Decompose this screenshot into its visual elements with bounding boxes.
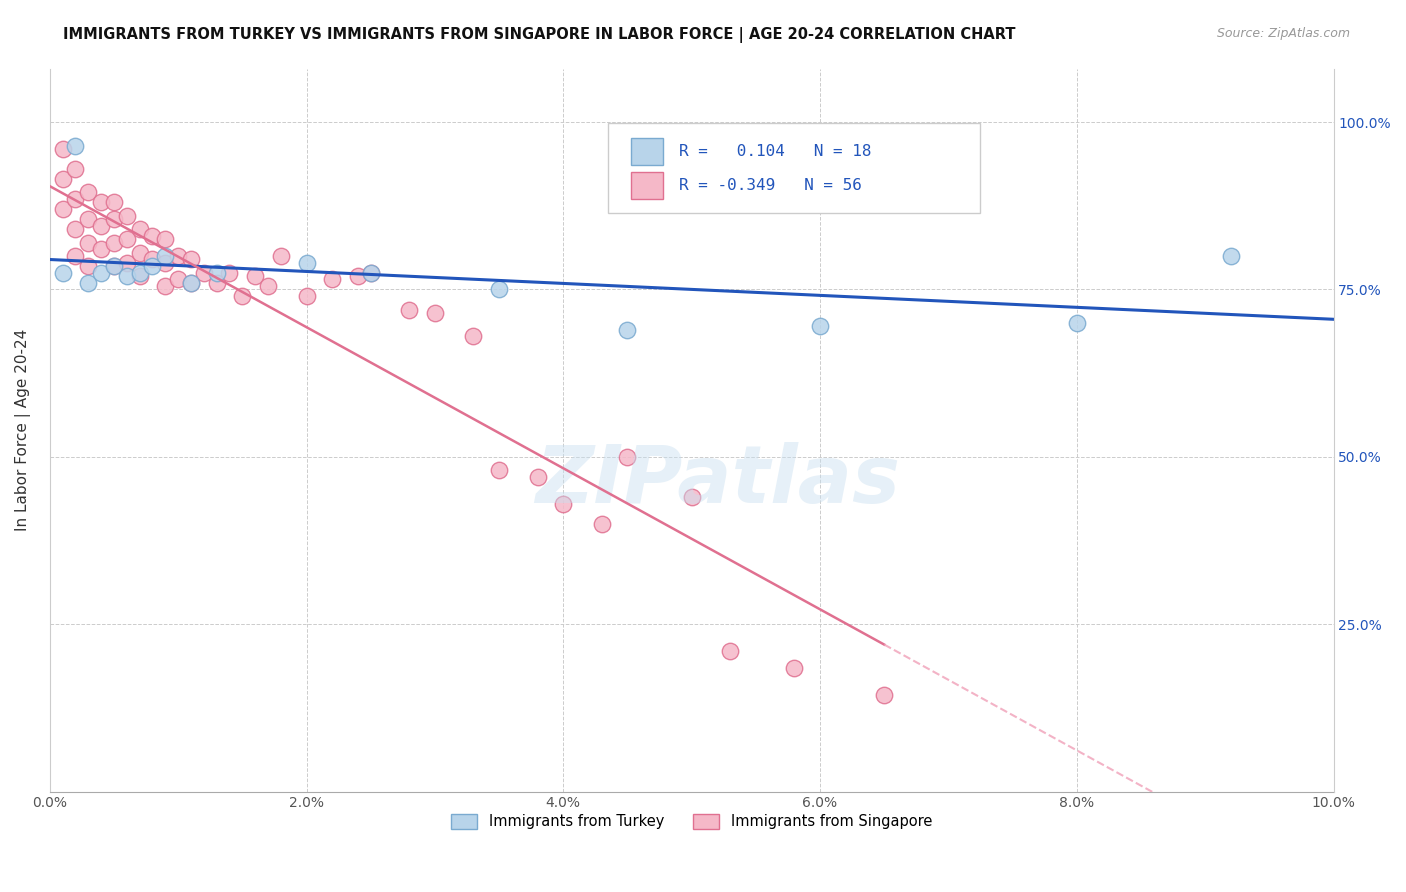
- Point: [103, 195, 125, 210]
- Text: R = -0.349   N = 56: R = -0.349 N = 56: [679, 178, 862, 194]
- Point: [141, 252, 163, 267]
- Point: [103, 235, 125, 250]
- Point: [783, 661, 806, 675]
- Point: [270, 249, 292, 263]
- Point: [360, 266, 382, 280]
- Point: [128, 245, 150, 260]
- Point: [52, 142, 75, 156]
- Point: [1219, 249, 1241, 263]
- Point: [65, 249, 87, 263]
- Point: [616, 323, 638, 337]
- Point: [423, 306, 446, 320]
- Text: Source: ZipAtlas.com: Source: ZipAtlas.com: [1216, 27, 1350, 40]
- Point: [591, 516, 613, 531]
- Point: [347, 269, 370, 284]
- Point: [141, 259, 163, 273]
- Point: [115, 269, 138, 284]
- Point: [257, 279, 280, 293]
- Point: [77, 276, 100, 290]
- Bar: [631, 138, 664, 165]
- Point: [155, 249, 177, 263]
- Point: [65, 192, 87, 206]
- Point: [128, 266, 150, 280]
- Point: [526, 470, 548, 484]
- Point: [218, 266, 240, 280]
- Point: [115, 209, 138, 223]
- Point: [205, 266, 228, 280]
- Bar: [631, 172, 664, 200]
- Point: [321, 272, 343, 286]
- Point: [115, 255, 138, 269]
- Point: [77, 259, 100, 273]
- Point: [398, 302, 420, 317]
- Point: [295, 255, 318, 269]
- Point: [90, 242, 112, 256]
- Point: [295, 289, 318, 303]
- Point: [65, 222, 87, 236]
- Point: [553, 497, 575, 511]
- Point: [488, 283, 510, 297]
- Point: [141, 228, 163, 243]
- Point: [103, 212, 125, 227]
- Point: [65, 161, 87, 176]
- Point: [243, 269, 266, 284]
- Point: [681, 490, 703, 504]
- Point: [52, 266, 75, 280]
- Point: [103, 259, 125, 273]
- Point: [155, 255, 177, 269]
- Point: [90, 266, 112, 280]
- Point: [167, 272, 190, 286]
- Point: [77, 186, 100, 200]
- Point: [52, 172, 75, 186]
- Legend: Immigrants from Turkey, Immigrants from Singapore: Immigrants from Turkey, Immigrants from …: [444, 808, 938, 835]
- FancyBboxPatch shape: [609, 123, 980, 213]
- Point: [616, 450, 638, 464]
- Text: R =   0.104   N = 18: R = 0.104 N = 18: [679, 145, 872, 159]
- Point: [360, 266, 382, 280]
- Point: [193, 266, 215, 280]
- Point: [77, 235, 100, 250]
- Point: [205, 276, 228, 290]
- Point: [180, 276, 202, 290]
- Point: [180, 252, 202, 267]
- Point: [52, 202, 75, 216]
- Point: [488, 463, 510, 477]
- Point: [128, 222, 150, 236]
- Point: [65, 138, 87, 153]
- Point: [718, 644, 741, 658]
- Y-axis label: In Labor Force | Age 20-24: In Labor Force | Age 20-24: [15, 329, 31, 532]
- Point: [873, 688, 896, 702]
- Point: [1066, 316, 1088, 330]
- Point: [463, 329, 485, 343]
- Point: [103, 259, 125, 273]
- Point: [180, 276, 202, 290]
- Point: [808, 319, 831, 334]
- Point: [90, 219, 112, 233]
- Point: [128, 269, 150, 284]
- Text: ZIPatlas: ZIPatlas: [534, 442, 900, 520]
- Point: [155, 279, 177, 293]
- Point: [155, 232, 177, 246]
- Point: [231, 289, 253, 303]
- Point: [115, 232, 138, 246]
- Point: [77, 212, 100, 227]
- Point: [167, 249, 190, 263]
- Text: IMMIGRANTS FROM TURKEY VS IMMIGRANTS FROM SINGAPORE IN LABOR FORCE | AGE 20-24 C: IMMIGRANTS FROM TURKEY VS IMMIGRANTS FRO…: [63, 27, 1015, 43]
- Point: [90, 195, 112, 210]
